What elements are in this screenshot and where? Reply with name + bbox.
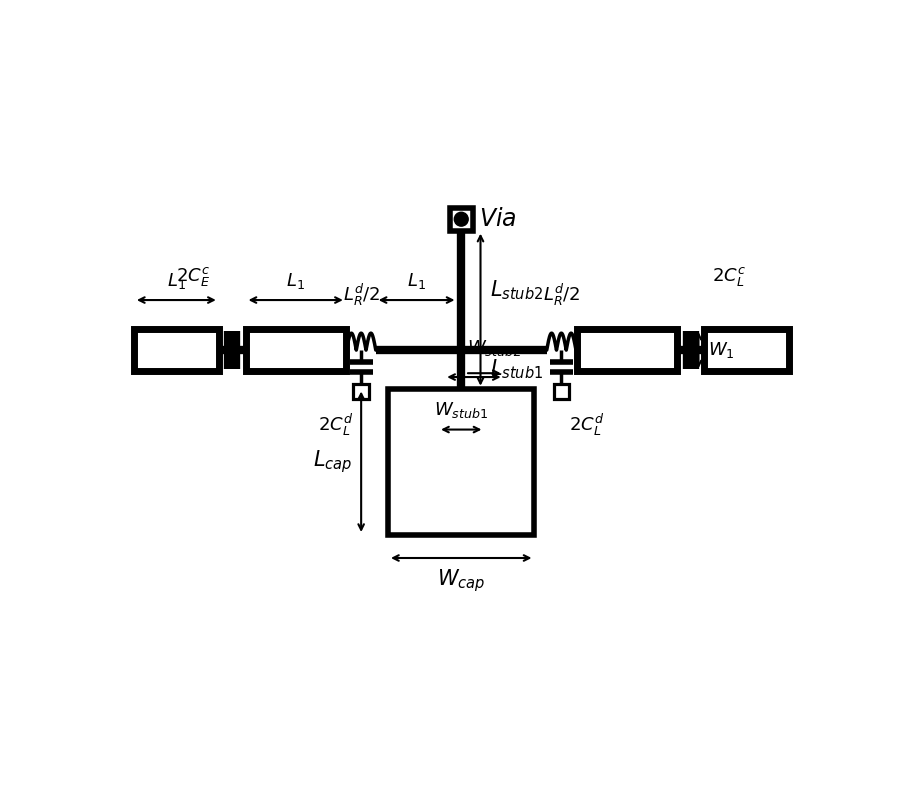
Text: $\it{Via}$: $\it{Via}$	[479, 207, 517, 231]
Text: $W_{stub1}$: $W_{stub1}$	[434, 400, 489, 420]
Text: $W_1$: $W_1$	[707, 340, 734, 360]
Bar	[134, 329, 219, 371]
Text: $W_{cap}$: $W_{cap}$	[437, 567, 485, 594]
Text: $L_{stub2}$: $L_{stub2}$	[490, 278, 543, 302]
Bar	[450, 208, 472, 230]
Text: $W_{stub2}$: $W_{stub2}$	[467, 338, 521, 358]
Text: $L_1$: $L_1$	[286, 271, 305, 291]
Bar	[577, 329, 677, 371]
Bar	[246, 329, 346, 371]
Circle shape	[454, 212, 468, 226]
Text: $L_{stub1}$: $L_{stub1}$	[490, 358, 543, 381]
Text: $2C_E^c$: $2C_E^c$	[176, 266, 211, 289]
Text: $2C_L^d$: $2C_L^d$	[569, 412, 605, 438]
Text: $2C_L^d$: $2C_L^d$	[318, 412, 354, 438]
Text: $2C_L^c$: $2C_L^c$	[712, 266, 746, 289]
Bar	[388, 389, 535, 535]
Bar	[554, 384, 569, 399]
Text: $L_R^d/2$: $L_R^d/2$	[543, 282, 580, 308]
Bar	[354, 384, 369, 399]
Text: $L_1$: $L_1$	[166, 271, 185, 291]
Bar	[704, 329, 788, 371]
Text: $L_{cap}$: $L_{cap}$	[312, 448, 352, 475]
Text: $L_1$: $L_1$	[407, 271, 426, 291]
Text: $L_R^d/2$: $L_R^d/2$	[343, 282, 380, 308]
